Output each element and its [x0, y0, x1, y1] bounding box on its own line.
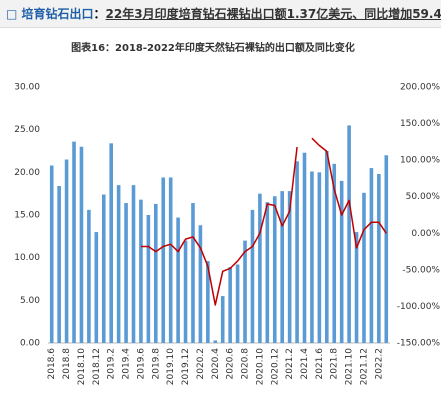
- x-tick-label: 2021.10: [345, 348, 355, 385]
- bar: [206, 261, 210, 343]
- bar: [49, 165, 54, 343]
- bar: [168, 177, 173, 343]
- bar: [198, 225, 203, 343]
- x-tick-label: 2018.10: [77, 348, 87, 385]
- x-tick-label: 2019.6: [136, 348, 146, 380]
- bar: [235, 264, 240, 343]
- bar: [250, 209, 255, 343]
- x-tick-label: 2020.8: [241, 348, 251, 380]
- header-separator: ：: [93, 7, 106, 21]
- bar: [243, 240, 247, 343]
- x-tick-label: 2018.6: [47, 348, 57, 380]
- bar: [72, 141, 76, 343]
- bar: [220, 296, 225, 343]
- bar: [280, 191, 284, 343]
- bar: [57, 185, 61, 343]
- y2-tick-label: -150.00%: [397, 339, 441, 349]
- x-tick-label: 2019.12: [181, 348, 191, 385]
- bar: [161, 177, 166, 343]
- bar: [139, 199, 143, 343]
- x-tick-label: 2018.8: [62, 348, 72, 380]
- bar: [384, 155, 389, 343]
- bar: [347, 125, 351, 344]
- bar: [124, 203, 128, 343]
- bar: [131, 185, 136, 343]
- bar: [272, 196, 277, 343]
- y2-tick-label: 150.00%: [400, 119, 440, 129]
- bar: [64, 159, 69, 343]
- y2-tick-label: 200.00%: [400, 83, 440, 93]
- x-tick-label: 2020.10: [255, 348, 265, 385]
- bar: [109, 143, 113, 343]
- bar: [295, 161, 299, 343]
- x-tick-label: 2020.6: [226, 348, 236, 380]
- bar: [325, 151, 329, 343]
- bar: [79, 146, 84, 343]
- y2-tick-label: -100.00%: [397, 302, 441, 312]
- y2-tick-label: -50.00%: [402, 265, 440, 275]
- y2-tick-label: 0.00%: [411, 229, 440, 239]
- x-tick-label: 2021.6: [315, 348, 325, 380]
- x-tick-label: 2019.4: [122, 348, 132, 380]
- bar: [154, 203, 158, 343]
- bar: [101, 194, 106, 343]
- header-text: 22年3月印度培育钻石裸钻出口额1.37亿美元、同比增加59.45%: [105, 7, 441, 21]
- bar: [116, 185, 121, 343]
- bar: [317, 172, 322, 343]
- y-tick-label: 30.00: [14, 83, 40, 93]
- bar: [377, 174, 381, 343]
- bar: [354, 232, 359, 343]
- y2-tick-label: 100.00%: [400, 156, 440, 166]
- y-tick-label: 10.00: [14, 253, 40, 263]
- bar: [94, 232, 99, 343]
- bar: [258, 193, 262, 343]
- bar: [191, 203, 195, 343]
- y-tick-label: 0.00: [20, 339, 40, 349]
- bar: [362, 192, 366, 343]
- x-tick-label: 2019.2: [107, 348, 117, 380]
- x-tick-label: 2019.10: [166, 348, 176, 385]
- x-tick-label: 2021.2: [285, 348, 295, 380]
- bar: [183, 240, 188, 343]
- x-tick-label: 2020.12: [270, 348, 280, 385]
- y-tick-label: 15.00: [14, 211, 40, 221]
- bar: [310, 171, 314, 343]
- x-tick-label: 2021.8: [330, 348, 340, 380]
- line: [140, 137, 387, 306]
- x-tick-label: 2019.8: [151, 348, 161, 380]
- bar: [332, 163, 337, 343]
- header: □ 培育钻石出口：22年3月印度培育钻石裸钻出口额1.37亿美元、同比增加59.…: [0, 0, 441, 28]
- y-tick-label: 5.00: [20, 296, 40, 306]
- bar: [339, 180, 344, 343]
- chart-title: 图表16：2018-2022年印度天然钻石裸钻的出口额及同比变化: [71, 41, 355, 54]
- x-tick-label: 2020.2: [196, 348, 206, 380]
- bar: [302, 152, 307, 343]
- bar: [146, 215, 151, 343]
- x-tick-label: 2021.4: [300, 348, 310, 380]
- bar: [287, 191, 292, 343]
- bar: [369, 168, 374, 343]
- x-tick-label: 2021.12: [359, 348, 369, 385]
- y-tick-label: 25.00: [14, 125, 40, 135]
- bar: [87, 209, 91, 343]
- bar: [213, 340, 218, 343]
- y-tick-label: 20.00: [14, 168, 40, 178]
- y2-tick-label: 50.00%: [406, 192, 441, 202]
- x-tick-label: 2022.2: [374, 348, 384, 380]
- bar: [228, 267, 232, 343]
- header-marker: □ 培育钻石出口: [6, 7, 94, 21]
- bar: [176, 217, 180, 343]
- x-tick-label: 2020.4: [211, 348, 221, 380]
- bar: [265, 202, 270, 343]
- x-tick-label: 2018.12: [92, 348, 102, 385]
